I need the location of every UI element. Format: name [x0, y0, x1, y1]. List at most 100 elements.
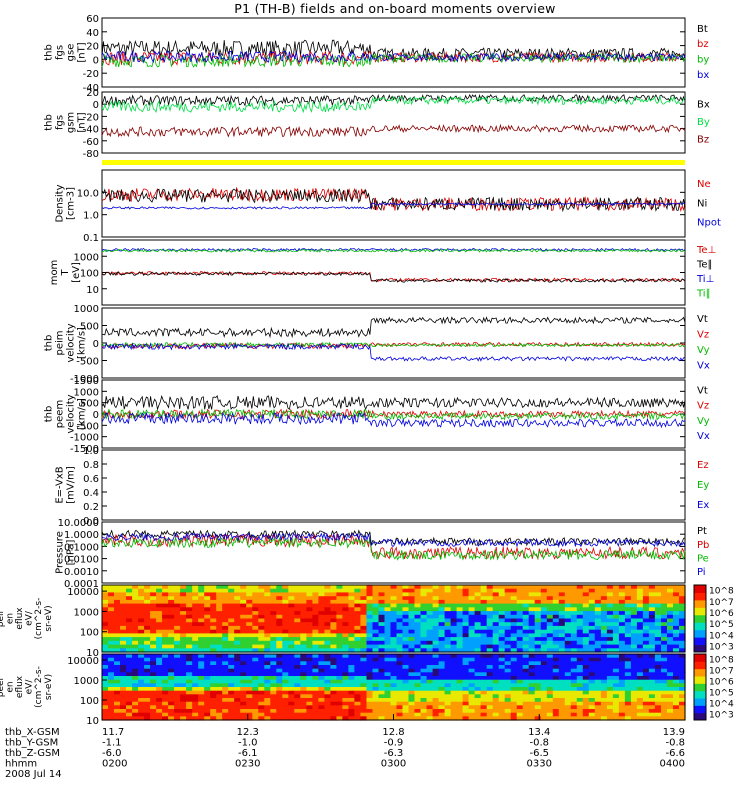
spec-cell: [654, 716, 662, 721]
spec-cell: [414, 614, 422, 620]
spec-cell: [630, 683, 638, 688]
spec-cell: [342, 665, 349, 670]
spec-cell: [540, 698, 548, 703]
spec-cell: [444, 698, 452, 703]
spec-cell: [558, 676, 566, 681]
spec-cell: [432, 668, 440, 673]
spec-cell: [108, 640, 115, 646]
spec-cell: [474, 665, 482, 670]
spec-cell: [438, 687, 446, 692]
spec-cell: [150, 644, 157, 649]
spec-cell: [204, 644, 211, 649]
spec-cell: [222, 592, 229, 597]
spec-cell: [426, 633, 434, 638]
spec-cell: [384, 640, 392, 646]
spec-cell: [306, 603, 313, 608]
spec-cell: [492, 614, 500, 620]
spec-cell: [246, 637, 253, 642]
spec-cell: [378, 668, 386, 673]
ylabel-line: [eV]: [71, 262, 82, 283]
spec-cell: [174, 712, 181, 717]
ytick-label: 0: [93, 55, 99, 66]
spec-cell: [336, 592, 343, 597]
spec-cell: [234, 701, 241, 706]
spec-cell: [336, 661, 343, 666]
spec-cell: [528, 665, 536, 670]
spec-cell: [667, 705, 674, 710]
spec-cell: [294, 709, 301, 714]
spec-cell: [210, 648, 217, 653]
spec-cell: [192, 661, 199, 666]
spec-cell: [150, 611, 157, 616]
spec-cell: [546, 614, 554, 620]
spec-cell: [402, 644, 410, 649]
spec-cell: [654, 637, 662, 642]
spec-cell: [654, 592, 662, 597]
spec-cell: [330, 618, 337, 623]
spec-cell: [588, 716, 596, 721]
spec-cell: [624, 709, 632, 714]
spec-cell: [594, 712, 602, 717]
spec-cell: [384, 654, 392, 659]
spec-cell: [546, 690, 554, 695]
spec-cell: [552, 637, 560, 642]
spec-cell: [324, 690, 331, 695]
spec-cell: [186, 592, 193, 597]
spec-cell: [312, 596, 319, 601]
spec-cell: [606, 629, 614, 634]
spec-cell: [306, 622, 313, 627]
spec-cell: [396, 644, 404, 649]
spec-cell: [558, 712, 566, 717]
spec-cell: [282, 633, 289, 638]
spec-cell: [564, 701, 572, 706]
spec-cell: [300, 709, 307, 714]
spec-cell: [120, 687, 127, 692]
spec-cell: [552, 622, 560, 627]
spec-cell: [120, 633, 127, 638]
spec-cell: [552, 683, 560, 688]
spec-cell: [150, 637, 157, 642]
spec-cell: [114, 712, 121, 717]
spec-cell: [516, 654, 524, 659]
spec-cell: [120, 618, 127, 623]
spec-cell: [612, 654, 620, 659]
spec-cell: [426, 698, 434, 703]
spec-cell: [234, 665, 241, 670]
spec-cell: [336, 694, 343, 699]
spec-cell: [312, 599, 319, 605]
spec-cell: [174, 657, 181, 662]
spec-cell: [492, 637, 500, 642]
spec-cell: [679, 668, 686, 673]
spec-cell: [390, 607, 398, 612]
spec-cell: [276, 676, 283, 681]
spec-cell: [138, 712, 145, 717]
spec-cell: [414, 633, 422, 638]
ylabel-line: E=-VxB: [55, 466, 66, 503]
spec-cell: [102, 716, 109, 721]
spec-cell: [516, 705, 524, 710]
spec-cell: [606, 712, 614, 717]
spec-cell: [156, 618, 163, 623]
spec-cell: [642, 716, 650, 721]
spec-cell: [600, 672, 608, 677]
spec-cell: [312, 668, 319, 673]
spec-cell: [480, 654, 488, 659]
spec-cell: [534, 588, 542, 593]
spec-cell: [366, 701, 374, 706]
spec-cell: [120, 676, 127, 681]
spec-cell: [510, 637, 518, 642]
spec-cell: [558, 592, 566, 597]
spec-cell: [120, 644, 127, 649]
spec-cell: [258, 633, 265, 638]
spec-cell: [642, 625, 650, 631]
spec-cell: [522, 690, 530, 695]
spec-cell: [324, 640, 331, 646]
spec-cell: [673, 614, 680, 620]
spec-cell: [661, 637, 668, 642]
spec-cell: [138, 709, 145, 714]
spec-cell: [390, 694, 398, 699]
spec-cell: [390, 592, 398, 597]
spec-cell: [432, 622, 440, 627]
spec-cell: [642, 665, 650, 670]
spec-cell: [198, 640, 205, 646]
